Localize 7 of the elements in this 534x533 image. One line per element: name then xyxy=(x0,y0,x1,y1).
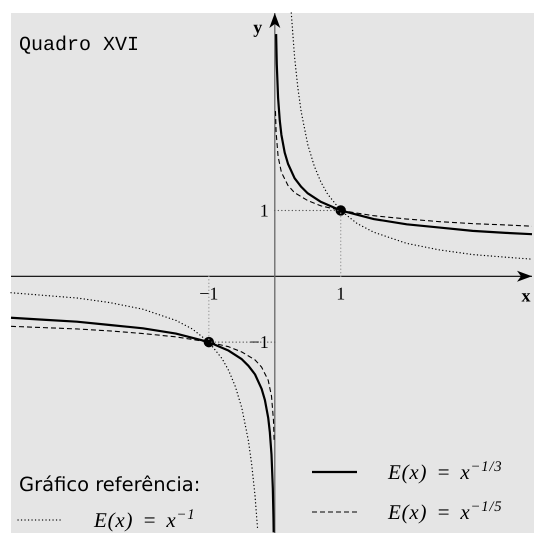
legend-label: E(x) = x$^{−1}$ xyxy=(93,507,196,532)
annotation: Gráfico referência: xyxy=(19,473,200,496)
legend-label: E(x) = x$^{−1/5}$ xyxy=(387,499,502,524)
y-axis-title: y xyxy=(253,17,262,37)
legend-label: E(x) = x$^{−1/3}$ xyxy=(387,459,502,484)
x-axis-title: x xyxy=(522,285,530,306)
text: Quadro XVI xyxy=(19,34,140,57)
